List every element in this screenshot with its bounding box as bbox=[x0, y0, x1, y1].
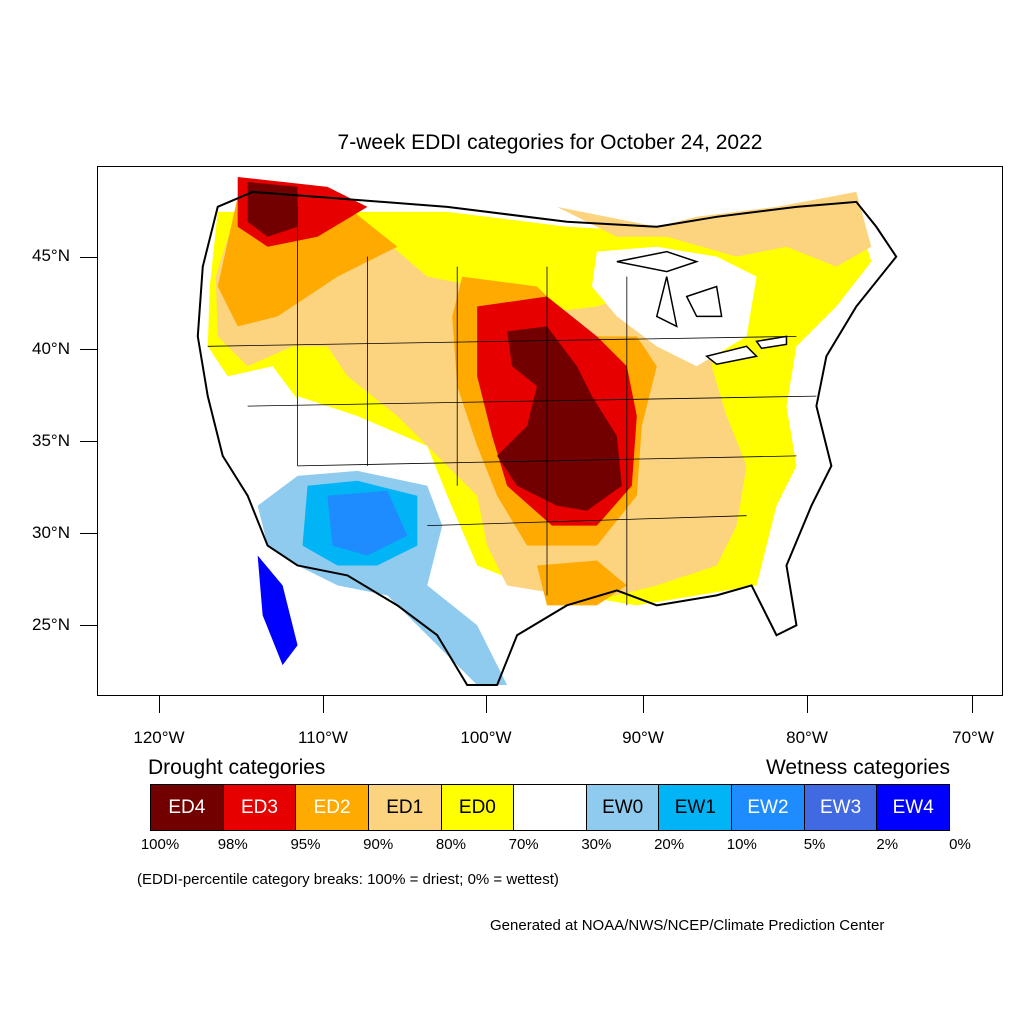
credit-text: Generated at NOAA/NWS/NCEP/Climate Predi… bbox=[490, 917, 885, 934]
legend-swatch-ew0: EW0 bbox=[586, 785, 660, 830]
great-lakes bbox=[616, 250, 788, 366]
eddi-map-canvas bbox=[196, 176, 898, 687]
lon-label-110: 110°W bbox=[298, 728, 348, 747]
category-breaks-note: (EDDI-percentile category breaks: 100% =… bbox=[137, 871, 559, 888]
lon-tick bbox=[972, 696, 973, 713]
legend-breaks: 100% 98% 95% 90% 80% 70% 30% 20% 10% 5% 2% 0% bbox=[0, 836, 1024, 856]
map-title: 7-week EDDI categories for October 24, 2… bbox=[337, 131, 763, 154]
legend-swatch-ed0: ED0 bbox=[441, 785, 515, 830]
legend-break-label: 90% bbox=[363, 836, 394, 853]
lon-tick bbox=[323, 696, 324, 713]
eddi-map bbox=[97, 166, 1003, 696]
lon-tick bbox=[807, 696, 808, 713]
legend-break-label: 2% bbox=[876, 836, 899, 853]
legend-swatch-ew4: EW4 bbox=[877, 785, 950, 830]
drought-categories-heading: Drought categories bbox=[148, 756, 326, 779]
lat-tick bbox=[80, 257, 97, 258]
legend-swatch-ed3: ED3 bbox=[223, 785, 297, 830]
lat-label-30: 30°N bbox=[32, 523, 70, 542]
legend-break-label: 20% bbox=[654, 836, 685, 853]
legend-break-label: 70% bbox=[508, 836, 539, 853]
lat-tick bbox=[80, 625, 97, 626]
lon-tick bbox=[159, 696, 160, 713]
legend-swatch-normal bbox=[514, 785, 587, 830]
legend-swatch-ed4: ED4 bbox=[151, 785, 224, 830]
lon-label-90: 90°W bbox=[622, 728, 664, 747]
legend-swatch-ed1: ED1 bbox=[368, 785, 442, 830]
lat-label-45: 45°N bbox=[32, 246, 70, 265]
state-boundaries bbox=[207, 206, 817, 606]
region-white-west bbox=[297, 396, 428, 496]
region-white-lakes bbox=[591, 246, 757, 367]
region-ew2-sw bbox=[327, 490, 408, 556]
legend-break-label: 98% bbox=[217, 836, 248, 853]
lat-tick bbox=[80, 441, 97, 442]
legend-break-label: 95% bbox=[290, 836, 321, 853]
legend-swatch-ed2: ED2 bbox=[296, 785, 369, 830]
lat-label-25: 25°N bbox=[32, 615, 70, 634]
legend-break-label: 5% bbox=[803, 836, 826, 853]
lat-tick bbox=[80, 533, 97, 534]
lon-label-120: 120°W bbox=[133, 728, 185, 747]
lon-tick bbox=[486, 696, 487, 713]
wetness-categories-heading: Wetness categories bbox=[765, 756, 950, 779]
legend-colorbar: ED4 ED3 ED2 ED1 ED0 EW0 EW1 EW2 EW3 EW4 bbox=[150, 784, 950, 831]
region-ed4-central bbox=[497, 326, 622, 511]
lon-label-70: 70°W bbox=[952, 728, 994, 747]
lon-label-80: 80°W bbox=[786, 728, 828, 747]
region-ed4-nw bbox=[247, 181, 298, 237]
lat-tick bbox=[80, 349, 97, 350]
region-ed1-north bbox=[556, 191, 872, 267]
lon-tick bbox=[643, 696, 644, 713]
region-ew4-baja bbox=[257, 555, 298, 666]
lat-label-40: 40°N bbox=[32, 339, 70, 358]
legend-break-label: 10% bbox=[726, 836, 757, 853]
legend-break-label: 0% bbox=[949, 836, 971, 853]
lon-label-100: 100°W bbox=[460, 728, 512, 747]
legend-break-label: 30% bbox=[581, 836, 612, 853]
legend-break-label: 100% bbox=[140, 836, 180, 853]
coastline bbox=[196, 190, 898, 687]
legend-swatch-ew1: EW1 bbox=[659, 785, 733, 830]
legend-break-label: 80% bbox=[435, 836, 466, 853]
legend-swatch-ew2: EW2 bbox=[732, 785, 805, 830]
lat-label-35: 35°N bbox=[32, 431, 70, 450]
legend-swatch-ew3: EW3 bbox=[804, 785, 878, 830]
